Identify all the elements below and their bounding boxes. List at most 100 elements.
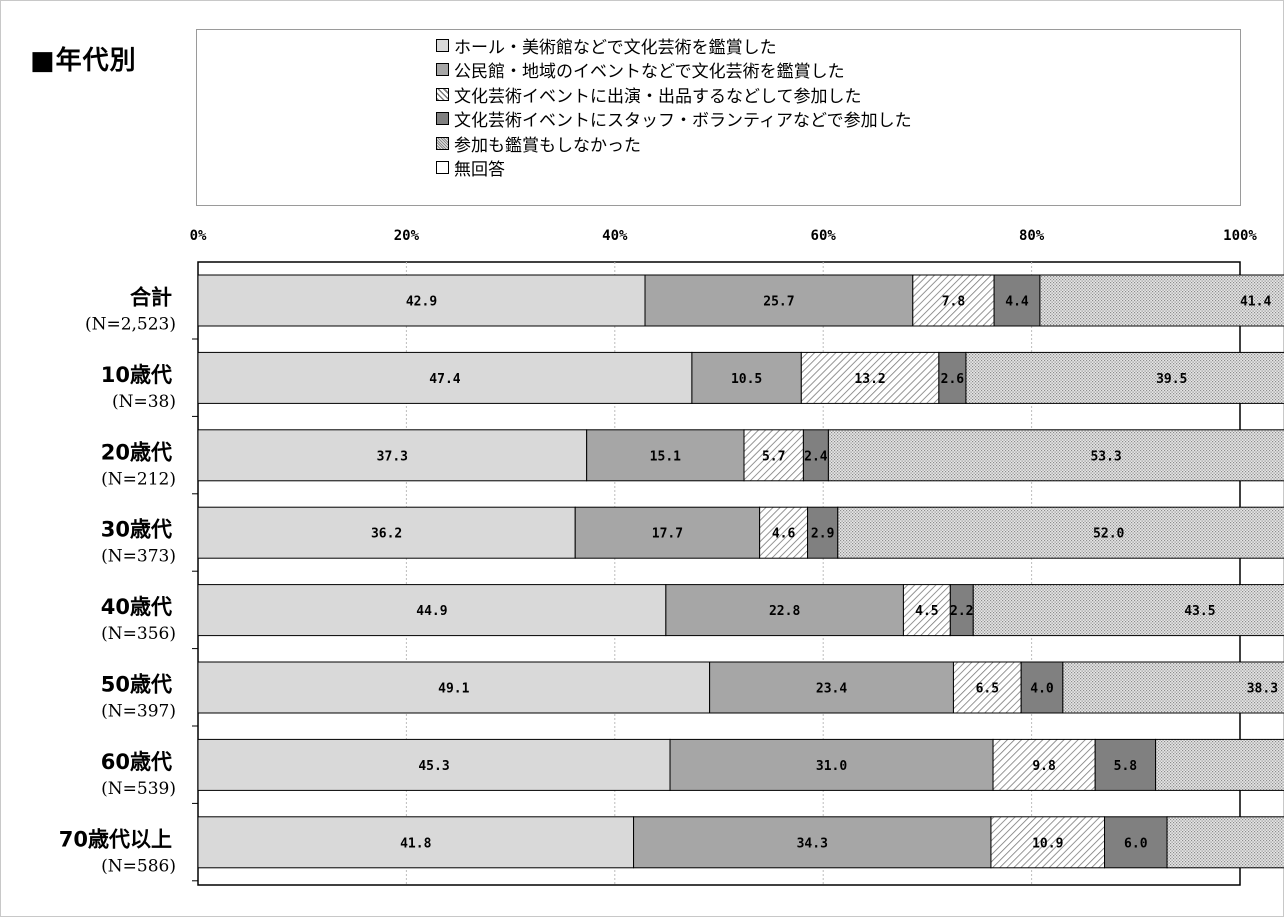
data-label-perform: 4.5 [915, 604, 938, 619]
bar-segment-staff [1020, 661, 1064, 714]
data-label-none: 52.0 [1093, 527, 1124, 542]
legend-item-no-answer: 無回答 [436, 156, 505, 180]
x-tick-label: 60% [811, 228, 837, 244]
data-label-community: 25.7 [763, 295, 794, 310]
category-label: 70歳代以上 [59, 827, 172, 851]
data-label-perform: 10.9 [1032, 836, 1063, 851]
data-label-hall: 36.2 [371, 527, 402, 542]
legend-item-hall: ホール・美術館などで文化芸術を鑑賞した [436, 33, 777, 58]
data-label-community: 34.3 [797, 836, 828, 851]
sample-size-label: (N=2,523) [85, 315, 176, 335]
legend-item-community: 公民館・地域のイベントなどで文化芸術を鑑賞した [436, 58, 845, 82]
category-label: 合計 [130, 286, 172, 310]
data-label-perform: 9.8 [1032, 759, 1056, 774]
legend [196, 29, 1241, 206]
data-label-community: 10.5 [731, 372, 762, 387]
data-label-hall: 44.9 [416, 604, 447, 619]
sample-size-label: (N=539) [101, 779, 176, 799]
data-label-staff: 4.0 [1030, 682, 1054, 697]
bar-segment-community [665, 584, 904, 637]
bar-segment-community [669, 738, 994, 791]
category-label: 30歳代 [101, 518, 172, 542]
x-tick-label: 40% [602, 228, 628, 244]
sample-size-label: (N=397) [101, 702, 176, 722]
bar-segment-hall [197, 429, 588, 482]
legend-label-none: 参加も鑑賞もしなかった [454, 135, 641, 156]
bar-segment-staff [1104, 816, 1168, 869]
bar-segment-none [1155, 738, 1284, 791]
data-label-hall: 37.3 [377, 449, 408, 464]
data-label-perform: 4.6 [772, 527, 796, 542]
legend-swatch-none [436, 136, 449, 150]
legend-label-community: 公民館・地域のイベントなどで文化芸術を鑑賞した [454, 62, 845, 82]
bar-segment-hall [197, 274, 646, 327]
bar-segment-perform [759, 506, 809, 559]
data-label-none: 53.3 [1090, 449, 1121, 464]
legend-swatch-perform [436, 87, 449, 101]
data-label-community: 31.0 [816, 759, 847, 774]
sample-size-label: (N=586) [101, 856, 176, 876]
bar-segment-none [1039, 274, 1284, 327]
data-label-community: 22.8 [769, 604, 800, 619]
bar-segment-community [633, 816, 992, 869]
data-label-none: 39.5 [1156, 372, 1187, 387]
data-label-staff: 4.4 [1005, 295, 1029, 310]
bar-segment-hall [197, 816, 635, 869]
data-label-staff: 2.2 [950, 604, 973, 619]
data-label-hall: 41.8 [400, 836, 431, 851]
data-label-perform: 5.7 [762, 449, 785, 464]
bar-segment-perform [952, 661, 1022, 714]
category-label: 20歳代 [101, 440, 172, 464]
bar-segment-none [837, 506, 1284, 559]
x-tick-label: 80% [1019, 228, 1045, 244]
data-label-hall: 49.1 [438, 682, 469, 697]
data-label-staff: 2.6 [941, 372, 965, 387]
bar-segment-none [827, 429, 1284, 482]
bar-segment-hall [197, 738, 671, 791]
data-label-community: 23.4 [816, 682, 847, 697]
data-label-none: 41.4 [1240, 295, 1271, 310]
bar-segment-perform [990, 816, 1106, 869]
bar-segment-community [709, 661, 954, 714]
data-label-none: 43.5 [1184, 604, 1215, 619]
bar-segment-staff [938, 351, 967, 404]
x-tick-label: 20% [394, 228, 420, 244]
legend-item-perform: 文化芸術イベントに出演・出品するなどして参加した [436, 82, 862, 107]
data-label-hall: 47.4 [429, 372, 460, 387]
legend-swatch-no-answer [436, 161, 449, 174]
category-label: 50歳代 [101, 673, 172, 697]
legend-swatch-staff [436, 112, 449, 125]
bar-segment-none [972, 584, 1284, 637]
data-label-community: 17.7 [652, 527, 683, 542]
bar-segment-none [1166, 816, 1284, 869]
data-label-staff: 5.8 [1114, 759, 1138, 774]
data-label-staff: 2.4 [804, 449, 828, 464]
sample-size-label: (N=212) [101, 469, 176, 489]
bar-segment-perform [912, 274, 995, 327]
sample-size-label: (N=38) [112, 392, 176, 412]
data-label-community: 15.1 [650, 449, 681, 464]
data-label-none: 38.3 [1247, 682, 1278, 697]
legend-label-hall: ホール・美術館などで文化芸術を鑑賞した [454, 37, 777, 58]
data-label-hall: 42.9 [406, 295, 437, 310]
category-label: 10歳代 [101, 363, 172, 387]
data-label-perform: 6.5 [976, 682, 999, 697]
x-tick-label: 0% [190, 228, 207, 244]
bar-segment-none [1062, 661, 1284, 714]
legend-item-staff: 文化芸術イベントにスタッフ・ボランティアなどで参加した [436, 107, 912, 131]
legend-label-staff: 文化芸術イベントにスタッフ・ボランティアなどで参加した [454, 111, 912, 131]
bar-segment-hall [197, 351, 693, 404]
data-label-hall: 45.3 [418, 759, 449, 774]
category-label: 40歳代 [101, 595, 172, 619]
data-label-perform: 13.2 [854, 372, 885, 387]
bar-segment-community [574, 506, 761, 559]
legend-label-no-answer: 無回答 [454, 160, 505, 180]
section-title: ■年代別 [30, 46, 137, 76]
category-label: 60歳代 [101, 750, 172, 774]
legend-swatch-community [436, 63, 449, 76]
legend-label-perform: 文化芸術イベントに出演・出品するなどして参加した [454, 86, 862, 107]
sample-size-label: (N=373) [101, 547, 176, 567]
bar-segment-staff [1094, 738, 1157, 791]
legend-swatch-hall [436, 38, 449, 52]
